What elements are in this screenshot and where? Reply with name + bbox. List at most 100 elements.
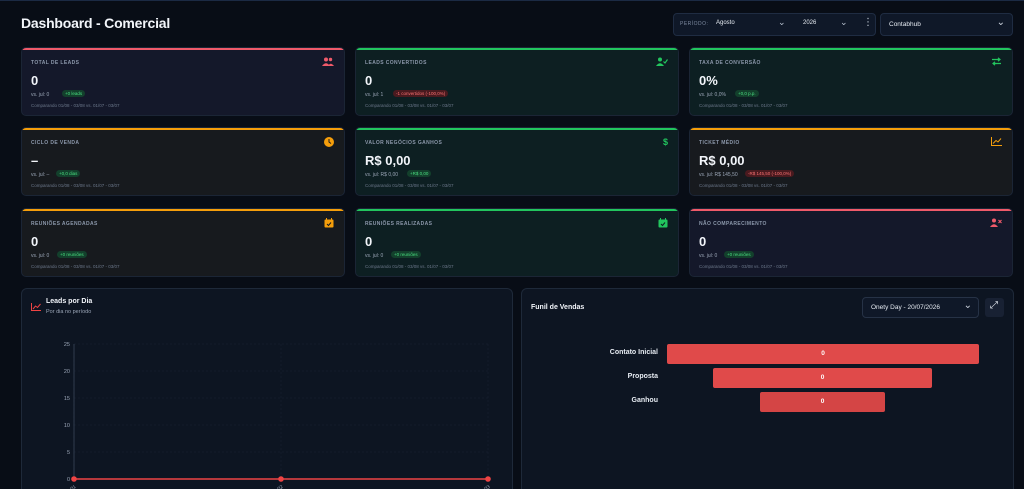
y-tick-label: 0: [67, 477, 70, 483]
year-select[interactable]: 2026: [803, 20, 817, 26]
card-value: R$ 0,00: [699, 153, 745, 168]
dollar-icon: $: [662, 137, 668, 147]
chevron-down-icon: ⌄: [996, 17, 1005, 28]
chevron-down-icon[interactable]: ⌄: [778, 17, 786, 27]
funnel-bar-proposta: 0: [713, 368, 932, 388]
card-range: Comparando 01/08 - 03/08 vs. 01/07 - 03/…: [699, 183, 788, 188]
card-label: REUNIÕES REALIZADAS: [365, 221, 433, 227]
card-accent-bar: [356, 209, 678, 211]
sales-funnel-panel: Funil de Vendas Onety Day - 20/07/2026 ⌄…: [521, 288, 1014, 489]
expand-icon: ⤢: [990, 300, 998, 311]
funnel-bar-contato-inicial: 0: [667, 344, 979, 364]
card-range: Comparando 01/08 - 03/08 vs. 01/07 - 03/…: [699, 264, 788, 269]
y-tick-label: 25: [64, 342, 70, 348]
y-tick-label: 20: [64, 369, 70, 375]
company-select[interactable]: Contabhub ⌄: [880, 13, 1013, 36]
card-accent-bar: [356, 48, 678, 50]
card-accent-bar: [690, 209, 1012, 211]
kpi-card-conversion-rate: TAXA DE CONVERSÃO 0% vs. jul: 0,0% +0,0 …: [689, 47, 1013, 116]
card-label: NÃO COMPARECIMENTO: [699, 221, 767, 227]
card-comparison: vs. jul: R$ 0,00: [365, 172, 399, 178]
card-range: Comparando 01/08 - 03/08 vs. 01/07 - 03/…: [365, 183, 454, 188]
card-accent-bar: [690, 128, 1012, 130]
user-x-icon: [990, 218, 1002, 227]
card-accent-bar: [356, 128, 678, 130]
card-value: –: [31, 153, 39, 168]
funnel-select[interactable]: Onety Day - 20/07/2026 ⌄: [862, 297, 979, 318]
card-label: TOTAL DE LEADS: [31, 60, 80, 66]
card-range: Comparando 01/08 - 03/08 vs. 01/07 - 03/…: [31, 183, 120, 188]
card-accent-bar: [22, 128, 344, 130]
card-label: CICLO DE VENDA: [31, 140, 80, 146]
trend-chart-icon: [991, 137, 1002, 146]
panel-title: Leads por Dia: [46, 298, 93, 305]
data-point: [278, 476, 284, 482]
funnel-stage-label: Ganhou: [631, 397, 658, 404]
chevron-down-icon: ⌄: [963, 300, 972, 311]
card-comparison: vs. jul: 0,0%: [699, 92, 726, 98]
y-tick-label: 10: [64, 423, 70, 429]
y-tick-label: 5: [67, 450, 70, 456]
card-label: VALOR NEGÓCIOS GANHOS: [365, 140, 443, 146]
card-accent-bar: [22, 48, 344, 50]
change-badge: +0 leads: [62, 90, 86, 97]
exchange-icon: [992, 57, 1001, 66]
kpi-card-converted-leads: LEADS CONVERTIDOS 0 vs. jul: 1 -1 conver…: [355, 47, 679, 116]
panel-subtitle: Por dia no período: [46, 309, 92, 315]
card-comparison: vs. jul: –: [31, 172, 50, 178]
card-comparison: vs. jul: 0: [699, 253, 718, 259]
data-point: [485, 476, 491, 482]
change-badge: +0,0 p.p.: [735, 90, 759, 97]
change-badge: -1 convertidos (-100,0%): [393, 90, 449, 97]
chevron-down-icon[interactable]: ⌄: [840, 17, 848, 27]
card-label: TICKET MÉDIO: [699, 140, 740, 146]
expand-button[interactable]: ⤢: [985, 298, 1004, 317]
kpi-card-total-leads: TOTAL DE LEADS 0 vs. jul: 0 +0 leads Com…: [21, 47, 345, 116]
card-accent-bar: [690, 48, 1012, 50]
kpi-card-sales-cycle: CICLO DE VENDA – vs. jul: – +0,0 dias Co…: [21, 127, 345, 196]
user-check-icon: [656, 57, 668, 66]
card-comparison: vs. jul: R$ 145,50: [699, 172, 738, 178]
data-point: [71, 476, 77, 482]
card-range: Comparando 01/08 - 03/08 vs. 01/07 - 03/…: [365, 264, 454, 269]
change-badge: +0 reuniões: [724, 251, 754, 258]
x-tick-label: 01: [69, 484, 77, 489]
card-label: REUNIÕES AGENDADAS: [31, 221, 98, 227]
calendar-icon: [324, 218, 334, 228]
card-comparison: vs. jul: 1: [365, 92, 384, 98]
kpi-card-scheduled-meetings: REUNIÕES AGENDADAS 0 vs. jul: 0 +0 reuni…: [21, 208, 345, 277]
card-value: 0: [31, 234, 39, 249]
clock-icon: [324, 137, 334, 147]
card-range: Comparando 01/08 - 03/08 vs. 01/07 - 03/…: [31, 103, 120, 108]
month-select[interactable]: Agosto: [716, 20, 735, 26]
card-accent-bar: [22, 209, 344, 211]
funnel-stage-value: 0: [821, 350, 825, 357]
card-range: Comparando 01/08 - 03/08 vs. 01/07 - 03/…: [699, 103, 788, 108]
card-value: R$ 0,00: [365, 153, 411, 168]
users-icon: [322, 57, 334, 66]
company-label: Contabhub: [889, 21, 921, 28]
change-badge: +0 reuniões: [57, 251, 87, 258]
kpi-card-average-ticket: TICKET MÉDIO R$ 0,00 vs. jul: R$ 145,50 …: [689, 127, 1013, 196]
change-badge: +R$ 0,00: [407, 170, 432, 177]
funnel-select-label: Onety Day - 20/07/2026: [871, 304, 941, 311]
panel-title: Funil de Vendas: [531, 304, 585, 311]
leads-per-day-panel: Leads por Dia Por dia no período 0 5 10 15 2…: [21, 288, 513, 489]
x-tick-label: 02: [276, 484, 284, 489]
more-options-icon[interactable]: ⋮: [863, 17, 873, 28]
card-range: Comparando 01/08 - 03/08 vs. 01/07 - 03/…: [31, 264, 120, 269]
y-tick-label: 15: [64, 396, 70, 402]
period-label: PERÍODO:: [680, 21, 709, 27]
period-filter: PERÍODO: Agosto ⌄ 2026 ⌄ ⋮: [673, 13, 876, 36]
card-value: 0: [365, 234, 373, 249]
calendar-check-icon: [658, 218, 668, 228]
card-value: 0: [31, 73, 39, 88]
kpi-card-held-meetings: REUNIÕES REALIZADAS 0 vs. jul: 0 +0 reun…: [355, 208, 679, 277]
kpi-card-won-value: VALOR NEGÓCIOS GANHOS $ R$ 0,00 vs. jul:…: [355, 127, 679, 196]
funnel-stage-label: Proposta: [627, 373, 658, 380]
card-value: 0: [699, 234, 707, 249]
funnel-stage-value: 0: [820, 398, 825, 405]
card-comparison: vs. jul: 0: [365, 253, 384, 259]
page-title: Dashboard - Comercial: [21, 15, 171, 31]
card-comparison: vs. jul: 0: [31, 92, 50, 98]
